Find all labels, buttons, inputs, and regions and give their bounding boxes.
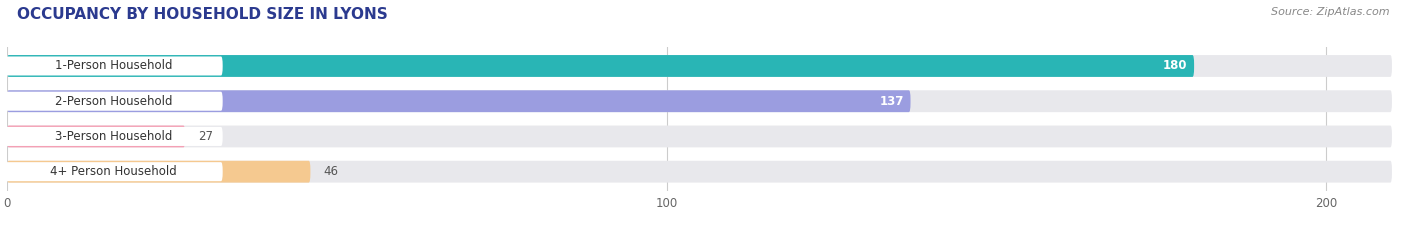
FancyBboxPatch shape [6,127,222,146]
FancyBboxPatch shape [6,92,222,111]
FancyBboxPatch shape [6,56,222,75]
Text: 27: 27 [198,130,214,143]
FancyBboxPatch shape [7,126,186,147]
FancyBboxPatch shape [7,161,311,183]
FancyBboxPatch shape [7,90,1392,112]
Text: 1-Person Household: 1-Person Household [55,59,173,72]
Text: OCCUPANCY BY HOUSEHOLD SIZE IN LYONS: OCCUPANCY BY HOUSEHOLD SIZE IN LYONS [17,7,388,22]
Text: 4+ Person Household: 4+ Person Household [51,165,177,178]
FancyBboxPatch shape [7,161,1392,183]
FancyBboxPatch shape [7,126,1392,147]
Text: 3-Person Household: 3-Person Household [55,130,173,143]
Text: 180: 180 [1163,59,1188,72]
Text: Source: ZipAtlas.com: Source: ZipAtlas.com [1271,7,1389,17]
Text: 137: 137 [880,95,904,108]
FancyBboxPatch shape [7,55,1392,77]
FancyBboxPatch shape [6,162,222,181]
Text: 46: 46 [323,165,339,178]
FancyBboxPatch shape [7,55,1194,77]
Text: 2-Person Household: 2-Person Household [55,95,173,108]
FancyBboxPatch shape [7,90,911,112]
